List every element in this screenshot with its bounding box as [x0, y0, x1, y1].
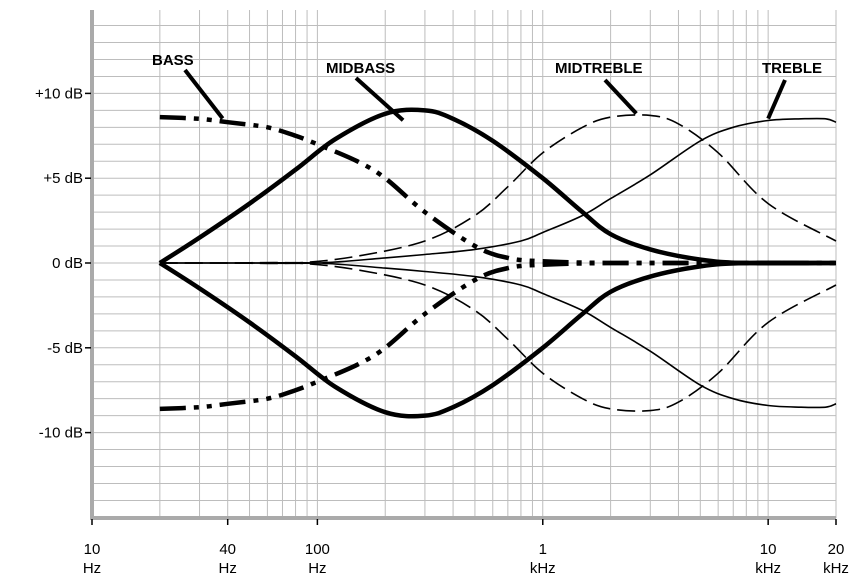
annotation-leader-bass — [183, 68, 225, 120]
y-tick-label: 0 dB — [52, 255, 83, 272]
series-midtreble-boost — [159, 114, 837, 265]
annotation-leader-midtreble — [603, 78, 638, 115]
y-tick-label: +10 dB — [35, 85, 83, 102]
series-treble-boost — [159, 117, 837, 265]
series-treble-cut — [159, 261, 837, 409]
series-midbass-boost — [158, 107, 837, 266]
y-tick-label: -5 dB — [47, 340, 83, 357]
x-tick-unit: Hz — [308, 560, 326, 577]
x-tick-unit: kHz — [530, 560, 556, 577]
y-tick-label: -10 dB — [39, 425, 83, 442]
x-tick-label: 10 — [84, 541, 101, 558]
x-tick-label: 100 — [305, 541, 330, 558]
x-tick-unit: Hz — [219, 560, 237, 577]
x-tick-unit: kHz — [823, 560, 849, 577]
annotation-label-treble: TREBLE — [762, 60, 822, 77]
x-tick-label: 20 — [828, 541, 845, 558]
annotation-leader-midbass — [354, 76, 405, 122]
series-bass-boost — [159, 114, 836, 266]
x-tick-unit: kHz — [755, 560, 781, 577]
series-midtreble-cut — [159, 261, 837, 412]
x-tick-label: 1 — [539, 541, 547, 558]
annotation-leader-treble — [766, 79, 787, 120]
axes: +10 dB +5 dB 0 dB -5 dB -10 dB 10 Hz 40 Hz 100 Hz 1… — [35, 10, 849, 577]
annotations: BASS MIDBASS MIDTREBLE TREBLE — [152, 52, 822, 122]
x-tick-label: 40 — [219, 541, 236, 558]
series — [158, 107, 837, 419]
series-bass-cut — [159, 260, 836, 412]
annotation-label-midbass: MIDBASS — [326, 60, 395, 77]
grid — [91, 10, 837, 518]
x-tick-unit: Hz — [83, 560, 101, 577]
series-midbass-cut — [158, 260, 837, 419]
y-tick-label: +5 dB — [43, 170, 83, 187]
x-tick-label: 10 — [760, 541, 777, 558]
annotation-label-midtreble: MIDTREBLE — [555, 60, 643, 77]
annotation-label-bass: BASS — [152, 52, 194, 69]
